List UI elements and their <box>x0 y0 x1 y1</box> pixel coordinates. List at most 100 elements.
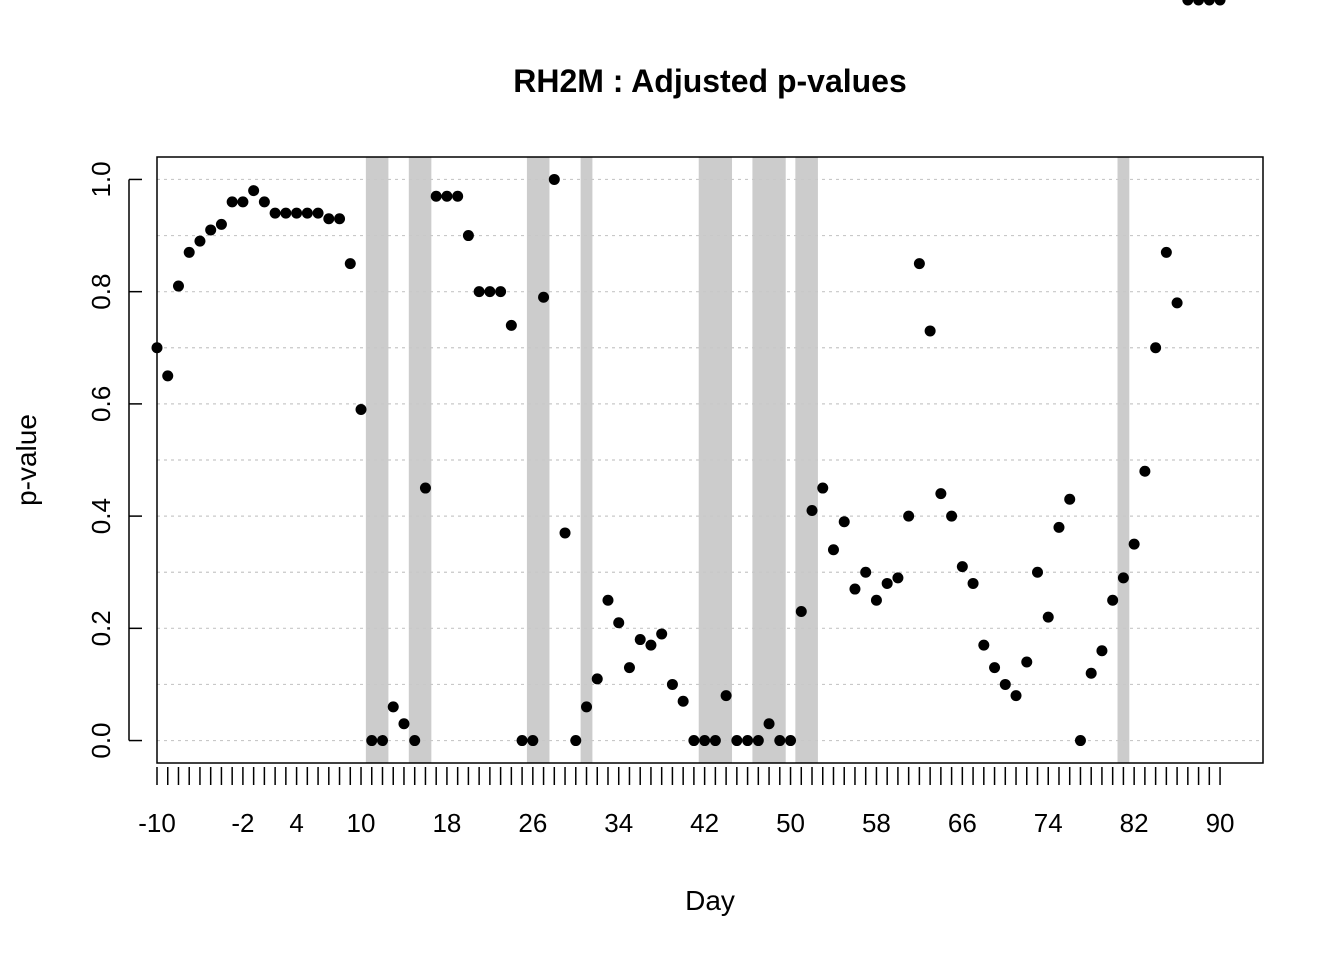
data-point <box>623 662 635 674</box>
data-point <box>1032 566 1044 578</box>
data-point <box>312 207 324 219</box>
data-point <box>1160 246 1172 258</box>
data-point <box>387 701 399 713</box>
data-point <box>548 173 560 185</box>
y-axis: 0.0 0.2 0.4 0.6 0.8 1.0 <box>86 161 142 759</box>
data-point <box>1085 667 1097 679</box>
data-point <box>870 594 882 606</box>
data-point <box>666 678 678 690</box>
data-point <box>709 735 721 747</box>
x-tick-label: 58 <box>862 808 891 838</box>
y-tick-label: 1.0 <box>86 161 116 197</box>
data-point <box>538 291 550 303</box>
data-point <box>1128 538 1140 550</box>
data-point <box>935 488 947 500</box>
data-point <box>1074 735 1086 747</box>
data-point <box>280 207 292 219</box>
data-point <box>194 235 206 247</box>
data-point <box>1107 594 1119 606</box>
plot-frame <box>156 156 1264 764</box>
data-point <box>795 606 807 617</box>
data-point <box>806 505 818 516</box>
data-point <box>946 510 958 522</box>
data-point <box>301 207 313 219</box>
chart-title: RH2M : Adjusted p-values <box>513 63 907 99</box>
shaded-band <box>752 157 765 763</box>
data-point <box>581 701 593 713</box>
data-point <box>1203 0 1215 6</box>
data-point <box>237 196 249 208</box>
data-point <box>999 678 1011 690</box>
y-tick-label: 0.8 <box>86 274 116 310</box>
data-point <box>591 673 603 685</box>
data-point <box>162 370 174 382</box>
x-tick-label: 82 <box>1120 808 1149 838</box>
data-point <box>645 639 657 651</box>
data-point <box>409 735 421 747</box>
data-point <box>785 735 797 747</box>
x-tick-label: 18 <box>432 808 461 838</box>
horizontal-gridlines <box>157 178 1263 742</box>
data-point <box>1171 297 1183 309</box>
y-tick-label: 0.0 <box>86 722 116 758</box>
data-point <box>291 207 303 219</box>
data-point <box>1214 0 1226 6</box>
data-point <box>441 190 453 202</box>
data-point <box>677 695 689 707</box>
x-tick-label: 50 <box>776 808 805 838</box>
data-point <box>956 561 968 573</box>
data-point <box>258 196 270 208</box>
data-point <box>978 639 990 651</box>
data-point <box>1010 690 1022 702</box>
shaded-band <box>773 157 786 763</box>
data-point <box>226 196 238 208</box>
data-point <box>495 286 507 298</box>
x-tick-label: 4 <box>289 808 303 838</box>
data-point <box>860 566 872 578</box>
data-point <box>398 718 410 730</box>
data-point <box>903 510 915 522</box>
data-point <box>924 325 936 337</box>
data-point <box>989 662 1001 674</box>
data-point <box>967 577 979 589</box>
data-point <box>763 718 775 730</box>
data-point <box>1150 342 1162 354</box>
y-tick-label: 0.4 <box>86 498 116 534</box>
data-point <box>419 482 431 494</box>
data-point <box>1064 493 1076 505</box>
data-point <box>688 735 700 747</box>
shaded-band <box>806 157 818 763</box>
data-point <box>720 690 732 702</box>
data-point <box>505 319 517 331</box>
x-tick-label: 34 <box>604 808 633 838</box>
x-tick-label: 10 <box>347 808 376 838</box>
data-point <box>1096 645 1108 657</box>
data-point <box>634 634 646 646</box>
y-tick-label: 0.6 <box>86 386 116 422</box>
shaded-band <box>365 157 378 763</box>
data-point <box>1182 0 1194 6</box>
y-axis-label: p-value <box>11 414 42 506</box>
data-point <box>248 185 260 197</box>
data-point <box>817 482 829 494</box>
data-point <box>334 213 346 225</box>
data-point <box>602 594 614 606</box>
data-point <box>613 617 625 629</box>
x-tick-label: -10 <box>138 808 176 838</box>
data-point <box>559 527 571 539</box>
data-point <box>570 735 582 747</box>
data-point <box>430 190 442 202</box>
shaded-band <box>709 157 722 763</box>
shaded-band <box>408 157 421 763</box>
data-point <box>215 218 227 230</box>
data-point <box>752 735 764 747</box>
data-point <box>183 246 195 258</box>
data-point <box>913 258 925 270</box>
shaded-band <box>526 157 539 763</box>
data-point <box>527 735 539 747</box>
data-point <box>1042 611 1054 623</box>
x-tick-label: -2 <box>231 808 254 838</box>
data-point <box>881 577 893 589</box>
x-axis: -10 -2 4 10 18 26 34 42 50 58 66 74 82 90 <box>138 767 1235 838</box>
data-point <box>462 230 474 242</box>
